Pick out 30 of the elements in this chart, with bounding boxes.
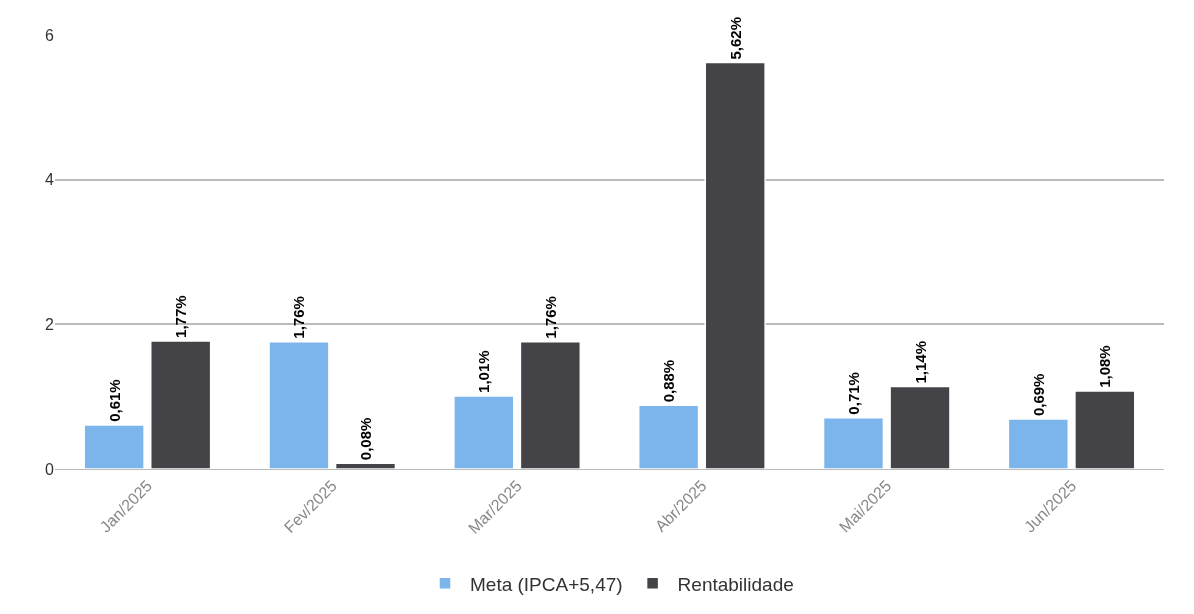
bar	[334, 462, 397, 469]
data-label: 0,69%	[1029, 373, 1047, 417]
data-label: 0,61%	[105, 379, 123, 422]
data-label: 1,01%	[475, 350, 493, 393]
bar	[519, 340, 582, 469]
data-label: 1,76%	[541, 296, 559, 339]
data-label: 1,77%	[172, 295, 190, 338]
y-tick-label: 0	[45, 460, 55, 478]
bar	[889, 385, 951, 469]
data-label: 1,76%	[290, 296, 308, 339]
bar	[1007, 418, 1070, 469]
bar	[453, 395, 515, 469]
data-label: 1,08%	[1096, 345, 1114, 388]
data-label: 0,88%	[660, 359, 678, 403]
data-label: 1,14%	[911, 340, 929, 384]
legend-label: Rentabilidade	[677, 573, 794, 595]
bar	[704, 61, 766, 469]
data-label: 0,08%	[357, 417, 375, 461]
bar	[637, 404, 700, 469]
bar	[1074, 390, 1136, 469]
bar	[149, 340, 212, 469]
y-tick-label: 2	[45, 315, 55, 333]
bar	[268, 340, 330, 469]
y-tick-label: 6	[45, 26, 55, 44]
y-tick-label: 4	[45, 171, 55, 189]
data-label: 0,71%	[844, 372, 862, 415]
legend-label: Meta (IPCA+5,47)	[470, 573, 623, 595]
data-label: 5,62%	[726, 16, 744, 60]
bar	[83, 424, 145, 469]
bar	[822, 416, 885, 469]
